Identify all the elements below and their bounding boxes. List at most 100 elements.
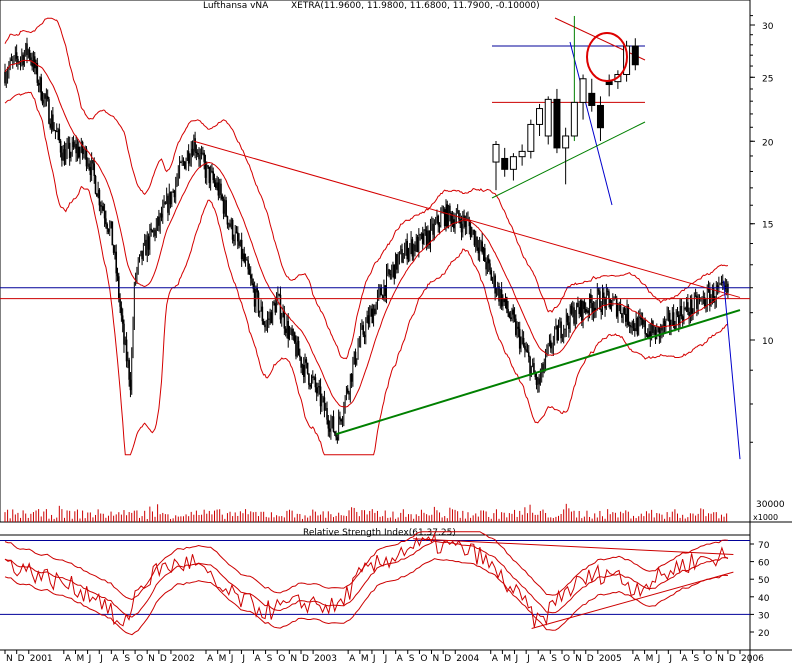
price-candle-body [363, 334, 366, 338]
x-tick-label: 2004 [456, 654, 479, 663]
price-candle-body [246, 259, 248, 261]
price-candle-body [615, 297, 618, 317]
price-candle-body [676, 311, 679, 315]
price-candle-body [103, 210, 106, 219]
price-candle-body [233, 239, 235, 242]
price-candle-body [600, 309, 602, 313]
price-candle-body [487, 258, 490, 264]
x-tick-label: 2003 [314, 654, 337, 663]
inset-candle-body [544, 98, 552, 137]
rsi-y-tick-label: 20 [758, 629, 770, 639]
volume-bars [4, 503, 728, 522]
price-candle-body [221, 194, 224, 200]
x-tick-label: D [587, 654, 594, 663]
price-candle-body [61, 152, 63, 161]
price-candle-body [85, 148, 88, 167]
price-candle-body [564, 328, 566, 330]
price-candle-body [450, 213, 452, 225]
price-candle-body [22, 54, 24, 66]
price-candle-body [437, 215, 440, 226]
price-candle-body [252, 283, 255, 289]
price-candle-body [106, 224, 108, 229]
price-candle-body [396, 254, 398, 270]
inset-candle-body [536, 108, 544, 125]
price-candle-body [602, 292, 605, 298]
price-candle-body [636, 318, 639, 335]
price-candle-body [489, 263, 491, 271]
price-candle-body [295, 342, 297, 357]
inset-candle-body [562, 135, 570, 149]
price-candle-body [425, 230, 428, 247]
price-candle-body [59, 140, 62, 153]
price-candle-body [354, 351, 357, 365]
price-candle-body [624, 313, 627, 322]
price-candle-body [118, 276, 120, 299]
x-tick-label: J [99, 654, 103, 663]
price-candle-body [28, 50, 31, 58]
price-candle-body [99, 205, 102, 207]
moving-average-line [4, 59, 728, 408]
price-candle-body [198, 154, 200, 160]
price-candle-body [677, 314, 680, 325]
price-candle-body [483, 248, 486, 262]
price-candle-body [111, 221, 114, 246]
price-candle-body [362, 325, 365, 335]
x-tick-label: O [705, 654, 712, 663]
price-candle-body [494, 275, 496, 294]
price-candle-body [481, 241, 484, 253]
price-candle-body [180, 162, 182, 164]
price-candle-body [96, 193, 98, 197]
price-candle-body [278, 294, 280, 296]
price-candle-body [477, 247, 480, 254]
price-candle-body [235, 231, 238, 233]
price-candle-body [389, 274, 392, 276]
price-candle-body [485, 261, 487, 270]
inset-candle-body [596, 104, 604, 129]
price-candle-body [640, 318, 643, 320]
x-tick-label: M [77, 654, 85, 663]
price-candle-body [674, 325, 676, 330]
x-tick-label: S [409, 654, 415, 663]
rsi-y-tick-label: 40 [758, 594, 770, 604]
price-candle-body [268, 318, 270, 320]
price-candle-body [115, 251, 118, 274]
price-candle-body [421, 233, 424, 244]
inset-candle-body [579, 78, 587, 103]
price-candle-body [716, 285, 719, 289]
price-candle-body [469, 226, 472, 238]
price-candle-body [507, 309, 509, 314]
rsi-y-tick-label: 70 [758, 541, 770, 551]
price-candle-body [428, 230, 430, 246]
price-candle-body [225, 200, 227, 217]
price-candle-body [40, 77, 43, 100]
price-candle-body [627, 305, 630, 325]
price-candles [4, 37, 729, 444]
price-candle-body [518, 328, 521, 349]
x-tick-label: 2005 [599, 654, 622, 663]
price-candle-body [121, 315, 124, 324]
price-candle-body [339, 416, 341, 420]
price-candle-body [102, 206, 105, 211]
price-candle-body [229, 223, 231, 227]
price-candle-body [509, 317, 512, 320]
price-candle-body [328, 428, 331, 432]
price-candle-body [580, 300, 583, 321]
price-candle-body [213, 180, 216, 183]
price-candle-body [323, 397, 326, 411]
x-tick-label: M [219, 654, 227, 663]
x-tick-label: J [372, 654, 376, 663]
x-tick-label: S [124, 654, 130, 663]
price-candle-body [284, 328, 287, 333]
price-candle-body [346, 388, 349, 393]
price-candle-body [300, 357, 302, 368]
price-candle-body [632, 321, 635, 329]
x-tick-label: A [65, 654, 72, 663]
price-candle-body [63, 149, 66, 165]
price-candle-body [591, 302, 593, 314]
price-candle-body [476, 236, 478, 248]
price-candle-body [623, 308, 626, 314]
price-candle-body [220, 183, 222, 195]
price-candle-body [196, 153, 199, 155]
price-candle-body [129, 379, 132, 391]
price-candle-body [299, 355, 301, 358]
